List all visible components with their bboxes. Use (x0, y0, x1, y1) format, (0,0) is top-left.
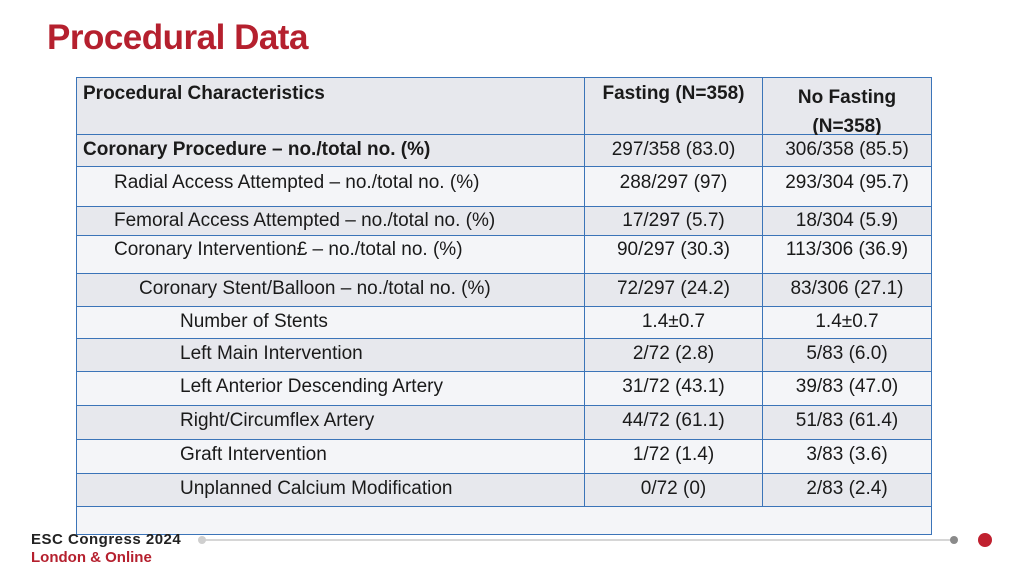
header-fasting: Fasting (N=358) (602, 83, 745, 104)
table-row: Number of Stents 1.4±0.7 1.4±0.7 (77, 307, 931, 339)
row-no-fasting: 1.4±0.7 (815, 311, 879, 332)
row-label: Coronary Intervention£ – no./total no. (… (114, 239, 463, 260)
row-label: Radial Access Attempted – no./total no. … (114, 172, 480, 193)
row-no-fasting: 18/304 (5.9) (795, 210, 899, 231)
row-fasting: 297/358 (83.0) (611, 139, 736, 160)
row-label: Unplanned Calcium Modification (180, 478, 453, 499)
row-no-fasting: 293/304 (95.7) (785, 172, 909, 193)
table-row: Radial Access Attempted – no./total no. … (77, 167, 931, 207)
table-row: Coronary Intervention£ – no./total no. (… (77, 236, 931, 274)
footer-divider (200, 539, 952, 541)
row-fasting: 17/297 (5.7) (622, 210, 725, 231)
row-fasting: 31/72 (43.1) (622, 376, 725, 397)
row-no-fasting: 306/358 (85.5) (785, 139, 909, 160)
footer-dot-mid (950, 536, 958, 544)
row-no-fasting: 83/306 (27.1) (790, 278, 904, 299)
footer-dot-left (198, 536, 206, 544)
row-label: Number of Stents (180, 311, 328, 332)
footer-congress-name: ESC Congress 2024 (31, 531, 182, 548)
table-row: Left Main Intervention 2/72 (2.8) 5/83 (… (77, 339, 931, 372)
row-fasting: 0/72 (0) (640, 478, 707, 499)
footer-dot-right (978, 533, 992, 547)
row-no-fasting: 39/83 (47.0) (795, 376, 899, 397)
table-empty-row (77, 507, 931, 534)
table-header-row: Procedural Characteristics Fasting (N=35… (77, 78, 931, 137)
row-label: Coronary Stent/Balloon – no./total no. (… (139, 278, 491, 299)
row-fasting: 44/72 (61.1) (622, 410, 725, 431)
table-row: Coronary Stent/Balloon – no./total no. (… (77, 274, 931, 307)
row-fasting: 1.4±0.7 (641, 311, 706, 332)
table-row: Coronary Procedure – no./total no. (%) 2… (77, 135, 931, 167)
row-label: Left Anterior Descending Artery (180, 376, 443, 397)
procedural-data-table: Procedural Characteristics Fasting (N=35… (76, 77, 932, 535)
row-fasting: 288/297 (97) (619, 172, 728, 193)
row-label: Left Main Intervention (180, 343, 363, 364)
table-row: Femoral Access Attempted – no./total no.… (77, 207, 931, 236)
row-fasting: 2/72 (2.8) (632, 343, 715, 364)
row-no-fasting: 2/83 (2.4) (806, 478, 888, 499)
page-title: Procedural Data (47, 18, 308, 57)
row-label: Right/Circumflex Artery (180, 410, 375, 431)
row-no-fasting: 3/83 (3.6) (806, 444, 888, 465)
row-no-fasting: 51/83 (61.4) (795, 410, 899, 431)
row-label: Femoral Access Attempted – no./total no.… (114, 210, 496, 231)
table-row: Right/Circumflex Artery 44/72 (61.1) 51/… (77, 406, 931, 440)
row-fasting: 1/72 (1.4) (632, 444, 715, 465)
row-no-fasting: 113/306 (36.9) (785, 239, 909, 260)
row-fasting: 90/297 (30.3) (616, 239, 731, 260)
footer-location: London & Online (31, 549, 152, 566)
row-no-fasting: 5/83 (6.0) (806, 343, 888, 364)
row-fasting: 72/297 (24.2) (616, 278, 731, 299)
table-row: Left Anterior Descending Artery 31/72 (4… (77, 372, 931, 406)
row-label: Coronary Procedure – no./total no. (%) (83, 139, 431, 160)
row-label: Graft Intervention (180, 444, 327, 465)
header-no-fasting: No Fasting (N=358) (797, 87, 897, 137)
table-row: Unplanned Calcium Modification 0/72 (0) … (77, 474, 931, 507)
table-row: Graft Intervention 1/72 (1.4) 3/83 (3.6) (77, 440, 931, 474)
header-characteristics: Procedural Characteristics (83, 83, 325, 104)
